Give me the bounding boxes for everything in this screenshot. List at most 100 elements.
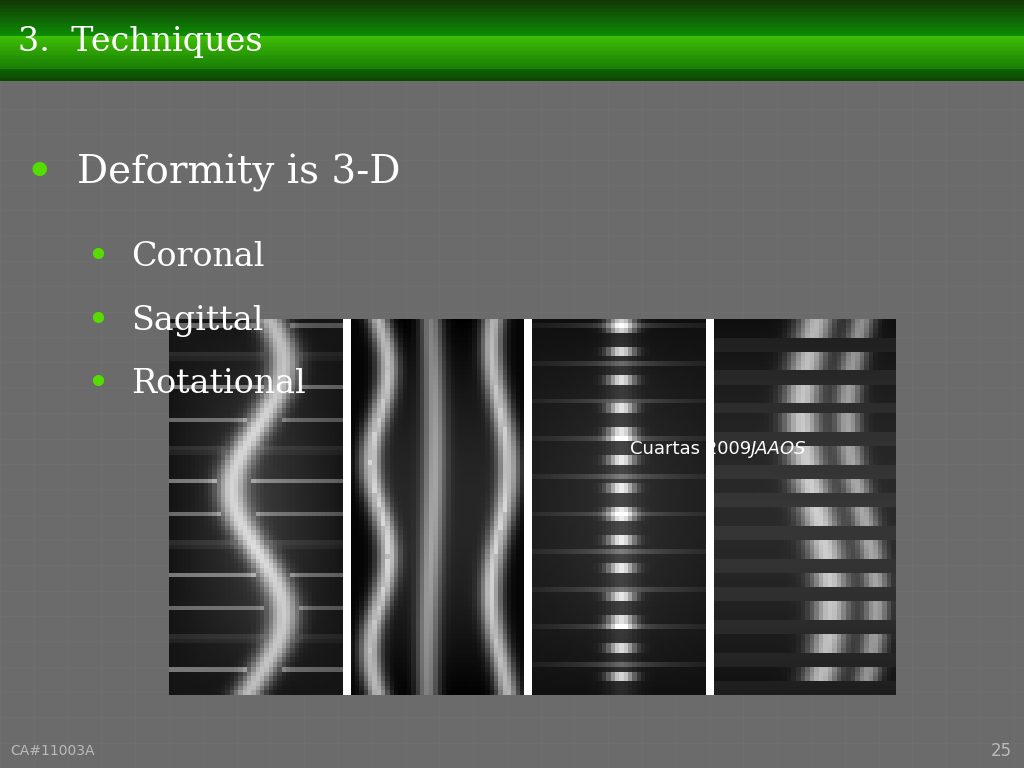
Bar	[737, 601, 741, 606]
Bar	[575, 455, 581, 460]
Bar	[602, 606, 606, 611]
Bar	[308, 639, 312, 644]
Bar	[805, 606, 810, 611]
Bar	[550, 531, 554, 535]
Bar	[446, 601, 451, 606]
Bar	[511, 488, 516, 493]
Bar	[412, 578, 416, 582]
Bar	[234, 408, 239, 413]
Bar	[728, 436, 732, 441]
Bar	[190, 366, 195, 370]
Bar	[537, 465, 541, 469]
Bar	[737, 347, 741, 352]
Bar	[273, 644, 278, 648]
Bar	[546, 644, 550, 648]
Bar	[667, 478, 672, 483]
Bar	[350, 455, 355, 460]
Bar	[412, 399, 416, 403]
Bar	[239, 601, 243, 606]
Bar	[764, 380, 769, 385]
Bar	[468, 474, 472, 478]
Bar	[338, 418, 342, 422]
Bar	[330, 347, 334, 352]
Bar	[441, 516, 446, 521]
Bar	[295, 493, 299, 498]
Bar	[719, 394, 723, 399]
Bar	[321, 380, 326, 385]
Bar	[751, 394, 755, 399]
Bar	[446, 507, 451, 511]
Bar	[359, 686, 364, 690]
Bar	[441, 493, 446, 498]
Bar	[868, 545, 873, 549]
Bar	[204, 535, 208, 540]
Bar	[264, 450, 268, 455]
Bar	[326, 333, 330, 338]
Bar	[441, 521, 446, 525]
Bar	[295, 639, 299, 644]
Bar	[195, 615, 200, 620]
Bar	[212, 483, 217, 488]
Bar	[546, 545, 550, 549]
Bar	[321, 639, 326, 644]
Bar	[571, 418, 575, 422]
Bar	[864, 413, 868, 418]
Bar	[641, 465, 645, 469]
Bar	[550, 634, 554, 639]
Bar	[256, 483, 260, 488]
Bar	[459, 498, 464, 502]
Bar	[273, 516, 278, 521]
Bar	[689, 399, 693, 403]
Bar	[186, 422, 190, 427]
Bar	[441, 540, 446, 545]
Bar	[782, 403, 786, 408]
Bar	[398, 648, 402, 653]
Bar	[256, 606, 260, 611]
Bar	[177, 587, 182, 591]
Bar	[792, 540, 796, 545]
Bar	[394, 328, 398, 333]
Bar	[741, 611, 746, 615]
Bar	[593, 516, 598, 521]
Bar	[260, 328, 264, 333]
Bar	[663, 653, 667, 657]
Bar	[873, 488, 878, 493]
Bar	[632, 413, 637, 418]
Bar	[610, 399, 615, 403]
Bar	[610, 521, 615, 525]
Bar	[585, 690, 589, 695]
Bar	[641, 389, 645, 394]
Bar	[350, 380, 355, 385]
Bar	[416, 606, 420, 611]
Bar	[846, 403, 851, 408]
Bar	[541, 648, 546, 653]
Bar	[558, 653, 563, 657]
Bar	[425, 648, 429, 653]
Bar	[455, 639, 459, 644]
Bar	[855, 343, 860, 347]
Bar	[412, 385, 416, 389]
Bar	[693, 525, 697, 531]
Bar	[459, 601, 464, 606]
Bar	[260, 427, 264, 432]
Bar	[177, 450, 182, 455]
Bar	[330, 648, 334, 653]
Bar	[764, 629, 769, 634]
Bar	[481, 531, 485, 535]
Bar	[398, 323, 402, 328]
Bar	[499, 677, 503, 681]
Bar	[778, 450, 782, 455]
Bar	[260, 620, 264, 624]
Bar	[689, 319, 693, 323]
Bar	[503, 399, 507, 403]
Bar	[689, 333, 693, 338]
Bar	[489, 408, 494, 413]
Bar	[715, 427, 719, 432]
Bar	[855, 606, 860, 611]
Bar	[746, 573, 751, 578]
Bar	[663, 686, 667, 690]
Bar	[481, 540, 485, 545]
Bar	[701, 445, 707, 450]
Bar	[615, 441, 620, 445]
Bar	[377, 596, 381, 601]
